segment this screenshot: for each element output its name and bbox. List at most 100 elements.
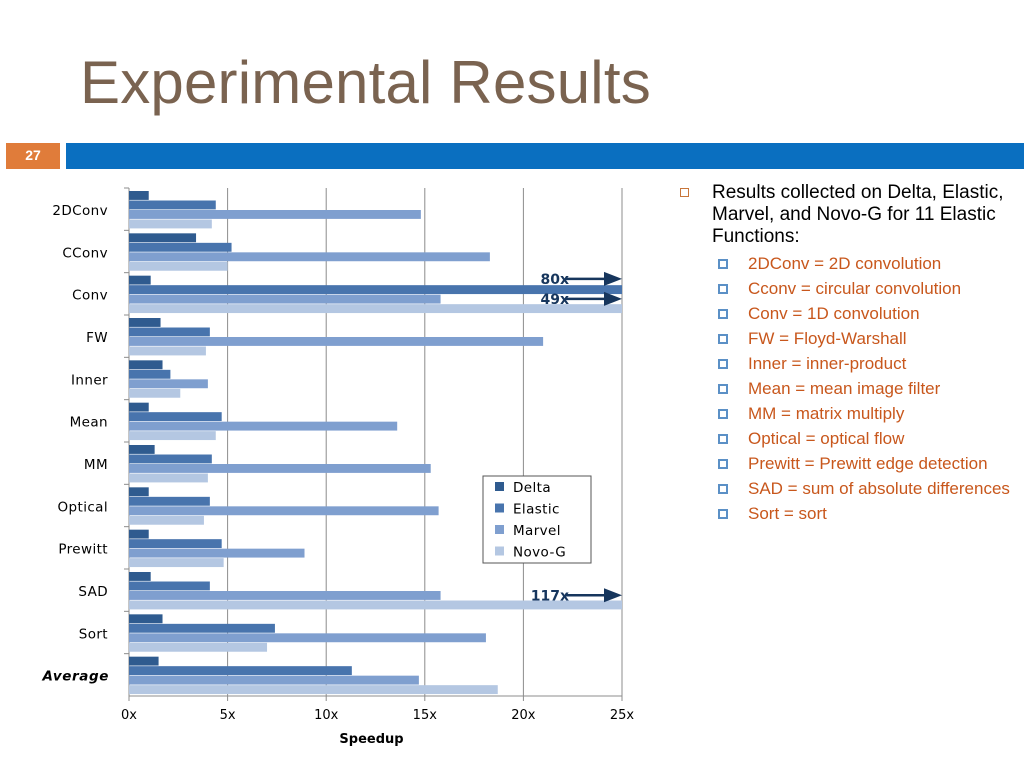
square-bullet-icon bbox=[718, 309, 728, 319]
bar bbox=[129, 402, 149, 412]
sub-bullet-text: SAD = sum of absolute differences bbox=[748, 479, 1010, 498]
sub-bullet-item: Sort = sort bbox=[676, 504, 1016, 523]
bar bbox=[129, 285, 622, 295]
x-tick-label: 0x bbox=[121, 708, 137, 723]
category-label: CConv bbox=[62, 245, 108, 261]
sub-bullet-item: Prewitt = Prewitt edge detection bbox=[676, 454, 1016, 473]
bar bbox=[129, 412, 222, 422]
category-label: Sort bbox=[79, 626, 108, 642]
bar bbox=[129, 252, 490, 262]
bar bbox=[129, 242, 232, 252]
legend-label: Marvel bbox=[513, 523, 561, 539]
speedup-bar-chart: 0x 5x 10x 15x 20x 25x 2DConv CConv Conv FW Inner Me… bbox=[42, 187, 635, 747]
bar bbox=[129, 294, 441, 304]
bar bbox=[129, 421, 398, 431]
category-label: Conv bbox=[72, 288, 108, 304]
legend: Delta Elastic Marvel Novo-G bbox=[482, 475, 592, 564]
sub-bullet-item: SAD = sum of absolute differences bbox=[676, 479, 1016, 498]
bar bbox=[129, 600, 622, 610]
bar bbox=[129, 473, 208, 483]
bar bbox=[129, 581, 210, 591]
category-label: Average bbox=[42, 669, 109, 685]
bar bbox=[129, 591, 441, 600]
sub-bullet-text: 2DConv = 2D convolution bbox=[748, 254, 942, 273]
legend-swatch bbox=[495, 546, 504, 556]
bar bbox=[129, 191, 149, 200]
sub-bullet-text: Optical = optical flow bbox=[748, 429, 905, 448]
x-tick-label: 25x bbox=[610, 708, 635, 723]
legend-label: Elastic bbox=[513, 502, 560, 518]
hollow-square-bullet-icon bbox=[680, 188, 689, 197]
sub-bullet-text: FW = Floyd-Warshall bbox=[748, 329, 907, 348]
square-bullet-icon bbox=[718, 434, 728, 444]
bar bbox=[129, 464, 431, 473]
square-bullet-icon bbox=[718, 409, 728, 419]
bar bbox=[129, 558, 224, 568]
bullet-list: Results collected on Delta, Elastic, Mar… bbox=[676, 182, 1016, 529]
legend-label: Delta bbox=[513, 480, 551, 496]
sub-bullet-text: Mean = mean image filter bbox=[748, 379, 941, 398]
bar bbox=[129, 304, 622, 314]
x-axis-title: Speedup bbox=[339, 732, 403, 747]
bar bbox=[129, 445, 155, 454]
category-label: Prewitt bbox=[58, 542, 108, 558]
category-label: FW bbox=[86, 330, 108, 346]
overflow-value-label: 117x bbox=[531, 588, 569, 604]
legend-swatch bbox=[495, 525, 504, 534]
bar bbox=[129, 233, 197, 243]
sub-bullet-text: MM = matrix multiply bbox=[748, 404, 905, 423]
bar bbox=[129, 642, 268, 652]
sub-bullet-text: Prewitt = Prewitt edge detection bbox=[748, 454, 988, 473]
bar bbox=[129, 454, 212, 464]
bar bbox=[129, 656, 159, 666]
overflow-arrow-head bbox=[604, 271, 622, 286]
bar bbox=[129, 318, 161, 327]
sub-bullet-item: MM = matrix multiply bbox=[676, 404, 1016, 423]
legend-label: Novo-G bbox=[513, 545, 566, 561]
sub-bullet-item: Inner = inner-product bbox=[676, 354, 1016, 373]
slide-number: 27 bbox=[6, 143, 60, 169]
sub-bullet-text: Inner = inner-product bbox=[748, 354, 907, 373]
square-bullet-icon bbox=[718, 259, 728, 269]
square-bullet-icon bbox=[718, 284, 728, 294]
square-bullet-icon bbox=[718, 384, 728, 394]
category-label: MM bbox=[84, 457, 108, 473]
square-bullet-icon bbox=[718, 359, 728, 369]
bar bbox=[129, 614, 163, 624]
bar bbox=[129, 548, 305, 558]
category-label: Inner bbox=[71, 372, 108, 388]
bar bbox=[129, 275, 151, 285]
bar bbox=[129, 369, 171, 379]
sub-bullet-text: Conv = 1D convolution bbox=[748, 304, 920, 323]
bar bbox=[129, 539, 222, 549]
bar bbox=[129, 685, 498, 695]
main-bullet: Results collected on Delta, Elastic, Mar… bbox=[676, 182, 1016, 248]
square-bullet-icon bbox=[718, 334, 728, 344]
bar bbox=[129, 346, 206, 356]
bar bbox=[129, 261, 228, 271]
bar bbox=[129, 529, 149, 539]
square-bullet-icon bbox=[718, 484, 728, 494]
bar bbox=[129, 572, 151, 581]
sub-bullet-text: Cconv = circular convolution bbox=[748, 279, 962, 298]
legend-swatch bbox=[495, 482, 504, 491]
bar bbox=[129, 675, 419, 685]
overflow-value-label: 80x bbox=[540, 272, 569, 288]
bar bbox=[129, 379, 208, 389]
bar bbox=[129, 506, 439, 516]
bar bbox=[129, 200, 216, 210]
bar bbox=[129, 210, 421, 219]
bar bbox=[129, 219, 212, 229]
sub-bullet-text: Sort = sort bbox=[748, 504, 827, 523]
legend-swatch bbox=[495, 503, 504, 513]
slide-title: Experimental Results bbox=[80, 49, 651, 116]
sub-bullet-item: 2DConv = 2D convolution bbox=[676, 254, 1016, 273]
x-tick-label: 5x bbox=[220, 708, 236, 723]
bar bbox=[129, 360, 163, 370]
overflow-value-label: 49x bbox=[540, 292, 569, 308]
bar bbox=[129, 666, 352, 676]
sub-bullet-item: FW = Floyd-Warshall bbox=[676, 329, 1016, 348]
x-tick-label: 15x bbox=[413, 708, 438, 723]
bar bbox=[129, 337, 544, 346]
bar bbox=[129, 515, 204, 525]
